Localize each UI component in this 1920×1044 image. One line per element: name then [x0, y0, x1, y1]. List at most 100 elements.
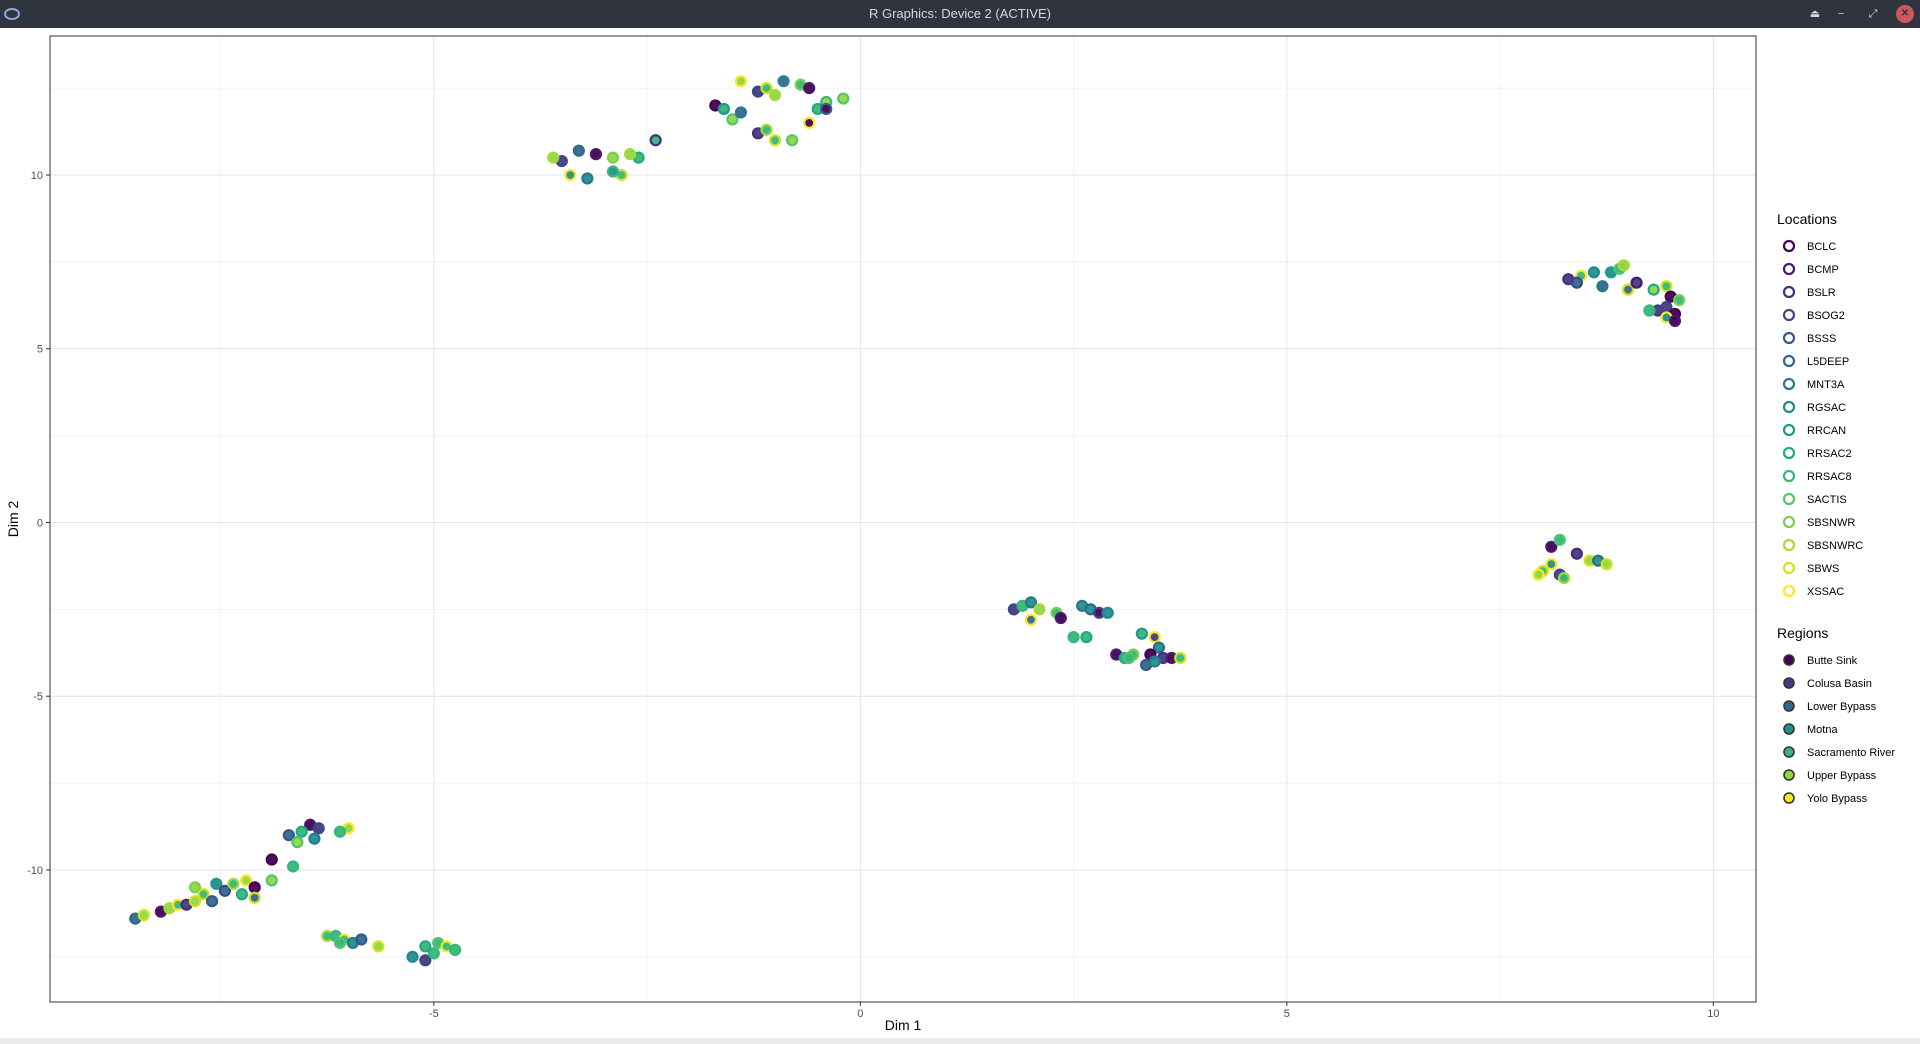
legend-label: RGSAC [1807, 402, 1846, 414]
scatter-point [188, 881, 202, 894]
scatter-point [235, 888, 249, 901]
scatter-point [623, 148, 637, 161]
legend-key [1782, 584, 1796, 598]
scatter-point [248, 891, 261, 904]
scatter-point [1621, 283, 1635, 296]
window-title: R Graphics: Device 2 (ACTIVE) [868, 6, 1052, 21]
scatter-point [564, 168, 577, 182]
eject-icon[interactable]: ⏏ [1809, 8, 1821, 20]
legend-label: RRSAC2 [1807, 448, 1852, 460]
scatter-point [1647, 283, 1660, 296]
scatter-point [282, 829, 295, 842]
scatter-point [1596, 280, 1609, 293]
scatter-point [734, 75, 748, 88]
legend-label: XSSAC [1807, 586, 1844, 598]
r-app-icon [4, 8, 20, 20]
y-tick-label: 0 [37, 517, 43, 529]
scatter-point [734, 106, 748, 119]
legend-label: Yolo Bypass [1807, 793, 1868, 805]
legend-label: SBSNWR [1807, 517, 1855, 529]
legend-key [1783, 677, 1795, 689]
window-titlebar: R Graphics: Device 2 (ACTIVE) ⏏ − ⤢ ✕ [0, 0, 1920, 28]
scatter-point [803, 82, 816, 95]
scatter-point [1152, 641, 1166, 654]
legend-key [1782, 354, 1796, 368]
scatter-point [1673, 293, 1686, 307]
legend-key [1783, 746, 1795, 758]
scatter-point [1054, 611, 1067, 625]
scatter-point [355, 933, 368, 946]
scatter-point [1122, 651, 1136, 665]
scatter-point [1570, 547, 1583, 560]
scatter-point [427, 947, 440, 960]
scatter-point [308, 832, 321, 845]
scatter-point [760, 123, 773, 136]
scatter-point [760, 82, 773, 95]
scatter-point [1545, 540, 1558, 553]
scatter-point [726, 113, 739, 126]
scatter-point [295, 825, 308, 838]
y-tick-label: -10 [27, 865, 43, 877]
x-tick-label: 5 [1284, 1008, 1290, 1020]
legend-label: SACTIS [1807, 494, 1847, 506]
scatter-point [291, 836, 304, 849]
scatter-point [768, 88, 782, 102]
scatter-point [1553, 533, 1566, 546]
scatter-point [227, 877, 240, 890]
legend-key [1782, 239, 1796, 253]
scatter-point [265, 853, 278, 866]
scatter-point [205, 895, 219, 908]
scatter-point [333, 936, 347, 950]
legend-key [1782, 262, 1796, 276]
legend-key [1782, 423, 1796, 437]
scatter-point [333, 825, 347, 838]
scatter-point [1557, 571, 1571, 585]
scatter-point [606, 151, 620, 164]
maximize-icon[interactable]: ⤢ [1868, 8, 1878, 20]
legend-label: RRCAN [1807, 425, 1846, 437]
scatter-point [1643, 304, 1656, 317]
legend-key [1782, 515, 1796, 529]
legend-key [1783, 792, 1795, 804]
legend-key [1782, 446, 1796, 460]
scatter-point [768, 134, 782, 147]
scatter-point [372, 940, 385, 953]
close-icon[interactable]: ✕ [1896, 5, 1914, 23]
scatter-point [240, 874, 253, 887]
scatter-point [572, 144, 585, 157]
scatter-point [717, 102, 730, 116]
legend-label: Sacramento River [1807, 747, 1895, 759]
legend-label: BSLR [1807, 287, 1836, 299]
legend-label: Upper Bypass [1807, 770, 1877, 782]
scatter-point [1033, 603, 1046, 616]
scatter-point [1148, 631, 1161, 644]
legend-key [1782, 492, 1796, 506]
scatter-point [1630, 276, 1643, 289]
scatter-point [777, 75, 790, 88]
scatter-point [312, 822, 325, 835]
legend-label: Colusa Basin [1807, 678, 1872, 690]
legend-label: BSSS [1807, 333, 1836, 345]
x-tick-label: 0 [857, 1008, 863, 1020]
legend-label: L5DEEP [1807, 356, 1849, 368]
scatter-point [589, 148, 603, 161]
scatter-point [1600, 558, 1613, 571]
scatter-point [188, 895, 202, 908]
scatter-point [210, 877, 223, 890]
legend-label: MNT3A [1807, 379, 1845, 391]
legend-label: BSOG2 [1807, 310, 1845, 322]
scatter-point [1617, 259, 1630, 272]
minimize-icon[interactable]: − [1837, 8, 1845, 20]
legend-title-locations: Locations [1777, 211, 1837, 227]
scatter-point [837, 92, 850, 105]
scatter-point [606, 165, 620, 178]
legend-label: SBSNWRC [1807, 540, 1863, 552]
legend-key [1782, 538, 1796, 552]
scatter-point [137, 909, 150, 922]
scatter-point [786, 134, 799, 147]
scatter-point [248, 881, 261, 894]
scatter-point [218, 884, 231, 897]
scatter-point [1135, 627, 1148, 640]
scatter-point [265, 874, 278, 887]
plot-canvas: -5 0 5 10 -10 -5 0 5 10 Dim 1 Dim 2 Locations BCLC BC… [5, 35, 1895, 1033]
